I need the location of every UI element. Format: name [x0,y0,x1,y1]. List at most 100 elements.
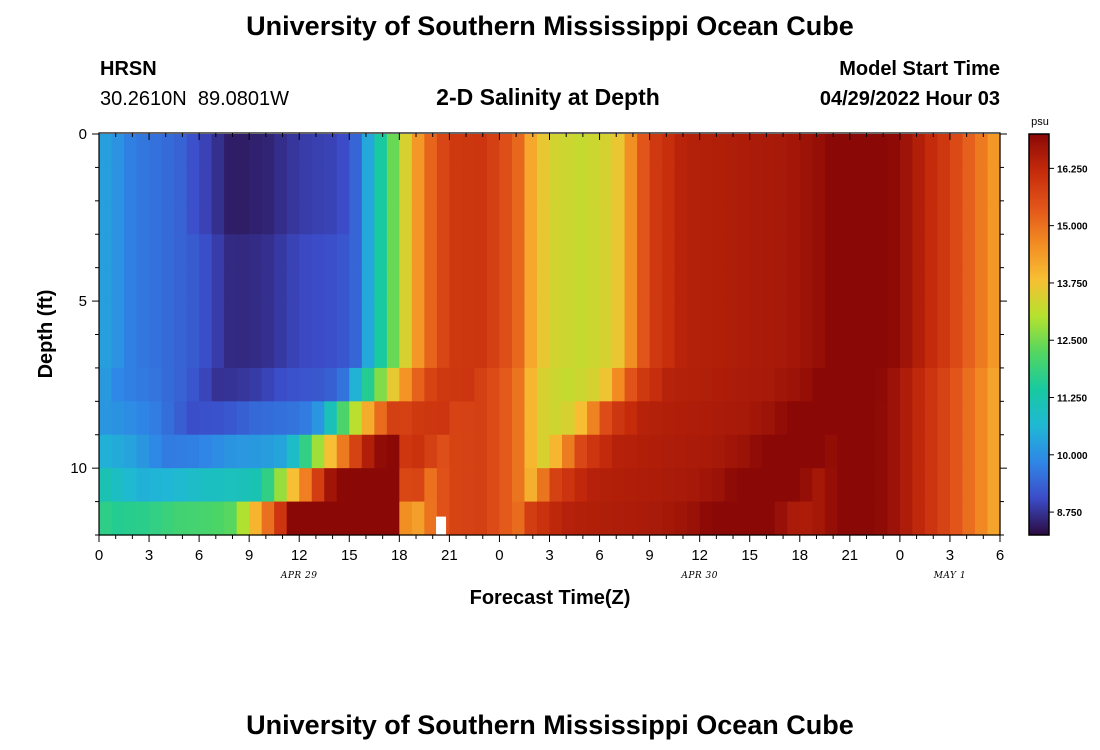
heatmap-cell [912,468,926,503]
heatmap-cell [924,134,939,169]
heatmap-cell [186,401,200,436]
heatmap-cell [174,167,188,202]
heatmap-cell [524,301,538,336]
heatmap-cell [474,401,488,436]
heatmap-cell [599,468,613,503]
heatmap-cell [887,434,901,469]
x-tick-label: 0 [896,547,904,564]
heatmap-cell [336,200,350,235]
heatmap-cell [299,334,313,369]
heatmap-cell [637,234,651,269]
heatmap-cell [486,334,501,369]
heatmap-cell [199,334,213,369]
heatmap-cell [587,134,601,169]
heatmap-cell [136,200,150,235]
heatmap-cell [174,367,188,402]
heatmap-cell [724,401,738,436]
heatmap-cell [974,367,989,402]
heatmap-cell [261,401,275,436]
heatmap-cell [486,468,501,503]
heatmap-cell [949,367,964,402]
heatmap-cell [349,267,363,302]
heatmap-cell [687,367,701,402]
heatmap-cell [436,234,450,269]
heatmap-cell [749,301,763,336]
heatmap-cell [149,401,163,436]
heatmap-cell [724,134,738,169]
heatmap-cell [374,267,388,302]
heatmap-cell [111,301,125,336]
heatmap-cell [812,468,826,503]
heatmap-cell [511,334,526,369]
heatmap-cell [862,501,876,536]
heatmap-cell [974,200,989,235]
heatmap-cell [874,267,888,302]
heatmap-cell [699,501,713,536]
heatmap-cell [899,401,913,436]
heatmap-cell [837,267,851,302]
heatmap-cell [299,267,313,302]
heatmap-cell [311,167,325,202]
heatmap-cell [587,234,601,269]
heatmap-cell [749,234,763,269]
heatmap-cell [374,434,388,469]
heatmap-cell [649,401,663,436]
heatmap-cell [974,401,989,436]
heatmap-cell [849,200,863,235]
heatmap-cell [349,434,363,469]
heatmap-cell [574,334,588,369]
heatmap-cell [599,301,613,336]
heatmap-cell [787,334,801,369]
heatmap-cell [949,301,964,336]
heatmap-cell [612,367,626,402]
heatmap-cell [174,200,188,235]
heatmap-cell [424,167,438,202]
heatmap-cell [186,234,200,269]
heatmap-cell [762,468,776,503]
heatmap-cell [574,501,588,536]
heatmap-cell [562,401,576,436]
heatmap-cell [399,134,413,169]
heatmap-cell [99,334,113,369]
heatmap-cell [812,134,826,169]
heatmap-cell [824,401,838,436]
heatmap-cell [261,501,275,536]
heatmap-cell [674,301,688,336]
heatmap-cell [311,234,325,269]
heatmap-cell [612,234,626,269]
heatmap-cell [912,134,926,169]
salinity-heatmap [99,134,1001,536]
heatmap-cell [599,134,613,169]
heatmap-cell [386,267,400,302]
heatmap-cell [449,234,463,269]
heatmap-cell [424,200,438,235]
heatmap-cell [224,501,238,536]
heatmap-cell [899,334,913,369]
x-axis-label: Forecast Time(Z) [470,587,631,609]
heatmap-cell [937,134,951,169]
heatmap-cell [124,334,138,369]
heatmap-cell [199,501,213,536]
heatmap-cell [199,200,213,235]
heatmap-cell [124,434,138,469]
heatmap-cell [261,267,275,302]
heatmap-cell [224,167,238,202]
heatmap-cell [424,501,438,536]
heatmap-cell [424,468,438,503]
heatmap-cell [236,367,250,402]
heatmap-cell [411,434,425,469]
heatmap-cell [824,200,838,235]
heatmap-cell [687,200,701,235]
heatmap-cell [674,167,688,202]
heatmap-cell [612,301,626,336]
heatmap-cell [336,334,350,369]
x-tick-label: 6 [996,547,1004,564]
heatmap-cell [962,501,976,536]
x-tick-label: 0 [95,547,103,564]
heatmap-cell [974,301,989,336]
heatmap-cell [574,167,588,202]
heatmap-cell [124,501,138,536]
heatmap-cell [111,434,125,469]
heatmap-cell [849,334,863,369]
